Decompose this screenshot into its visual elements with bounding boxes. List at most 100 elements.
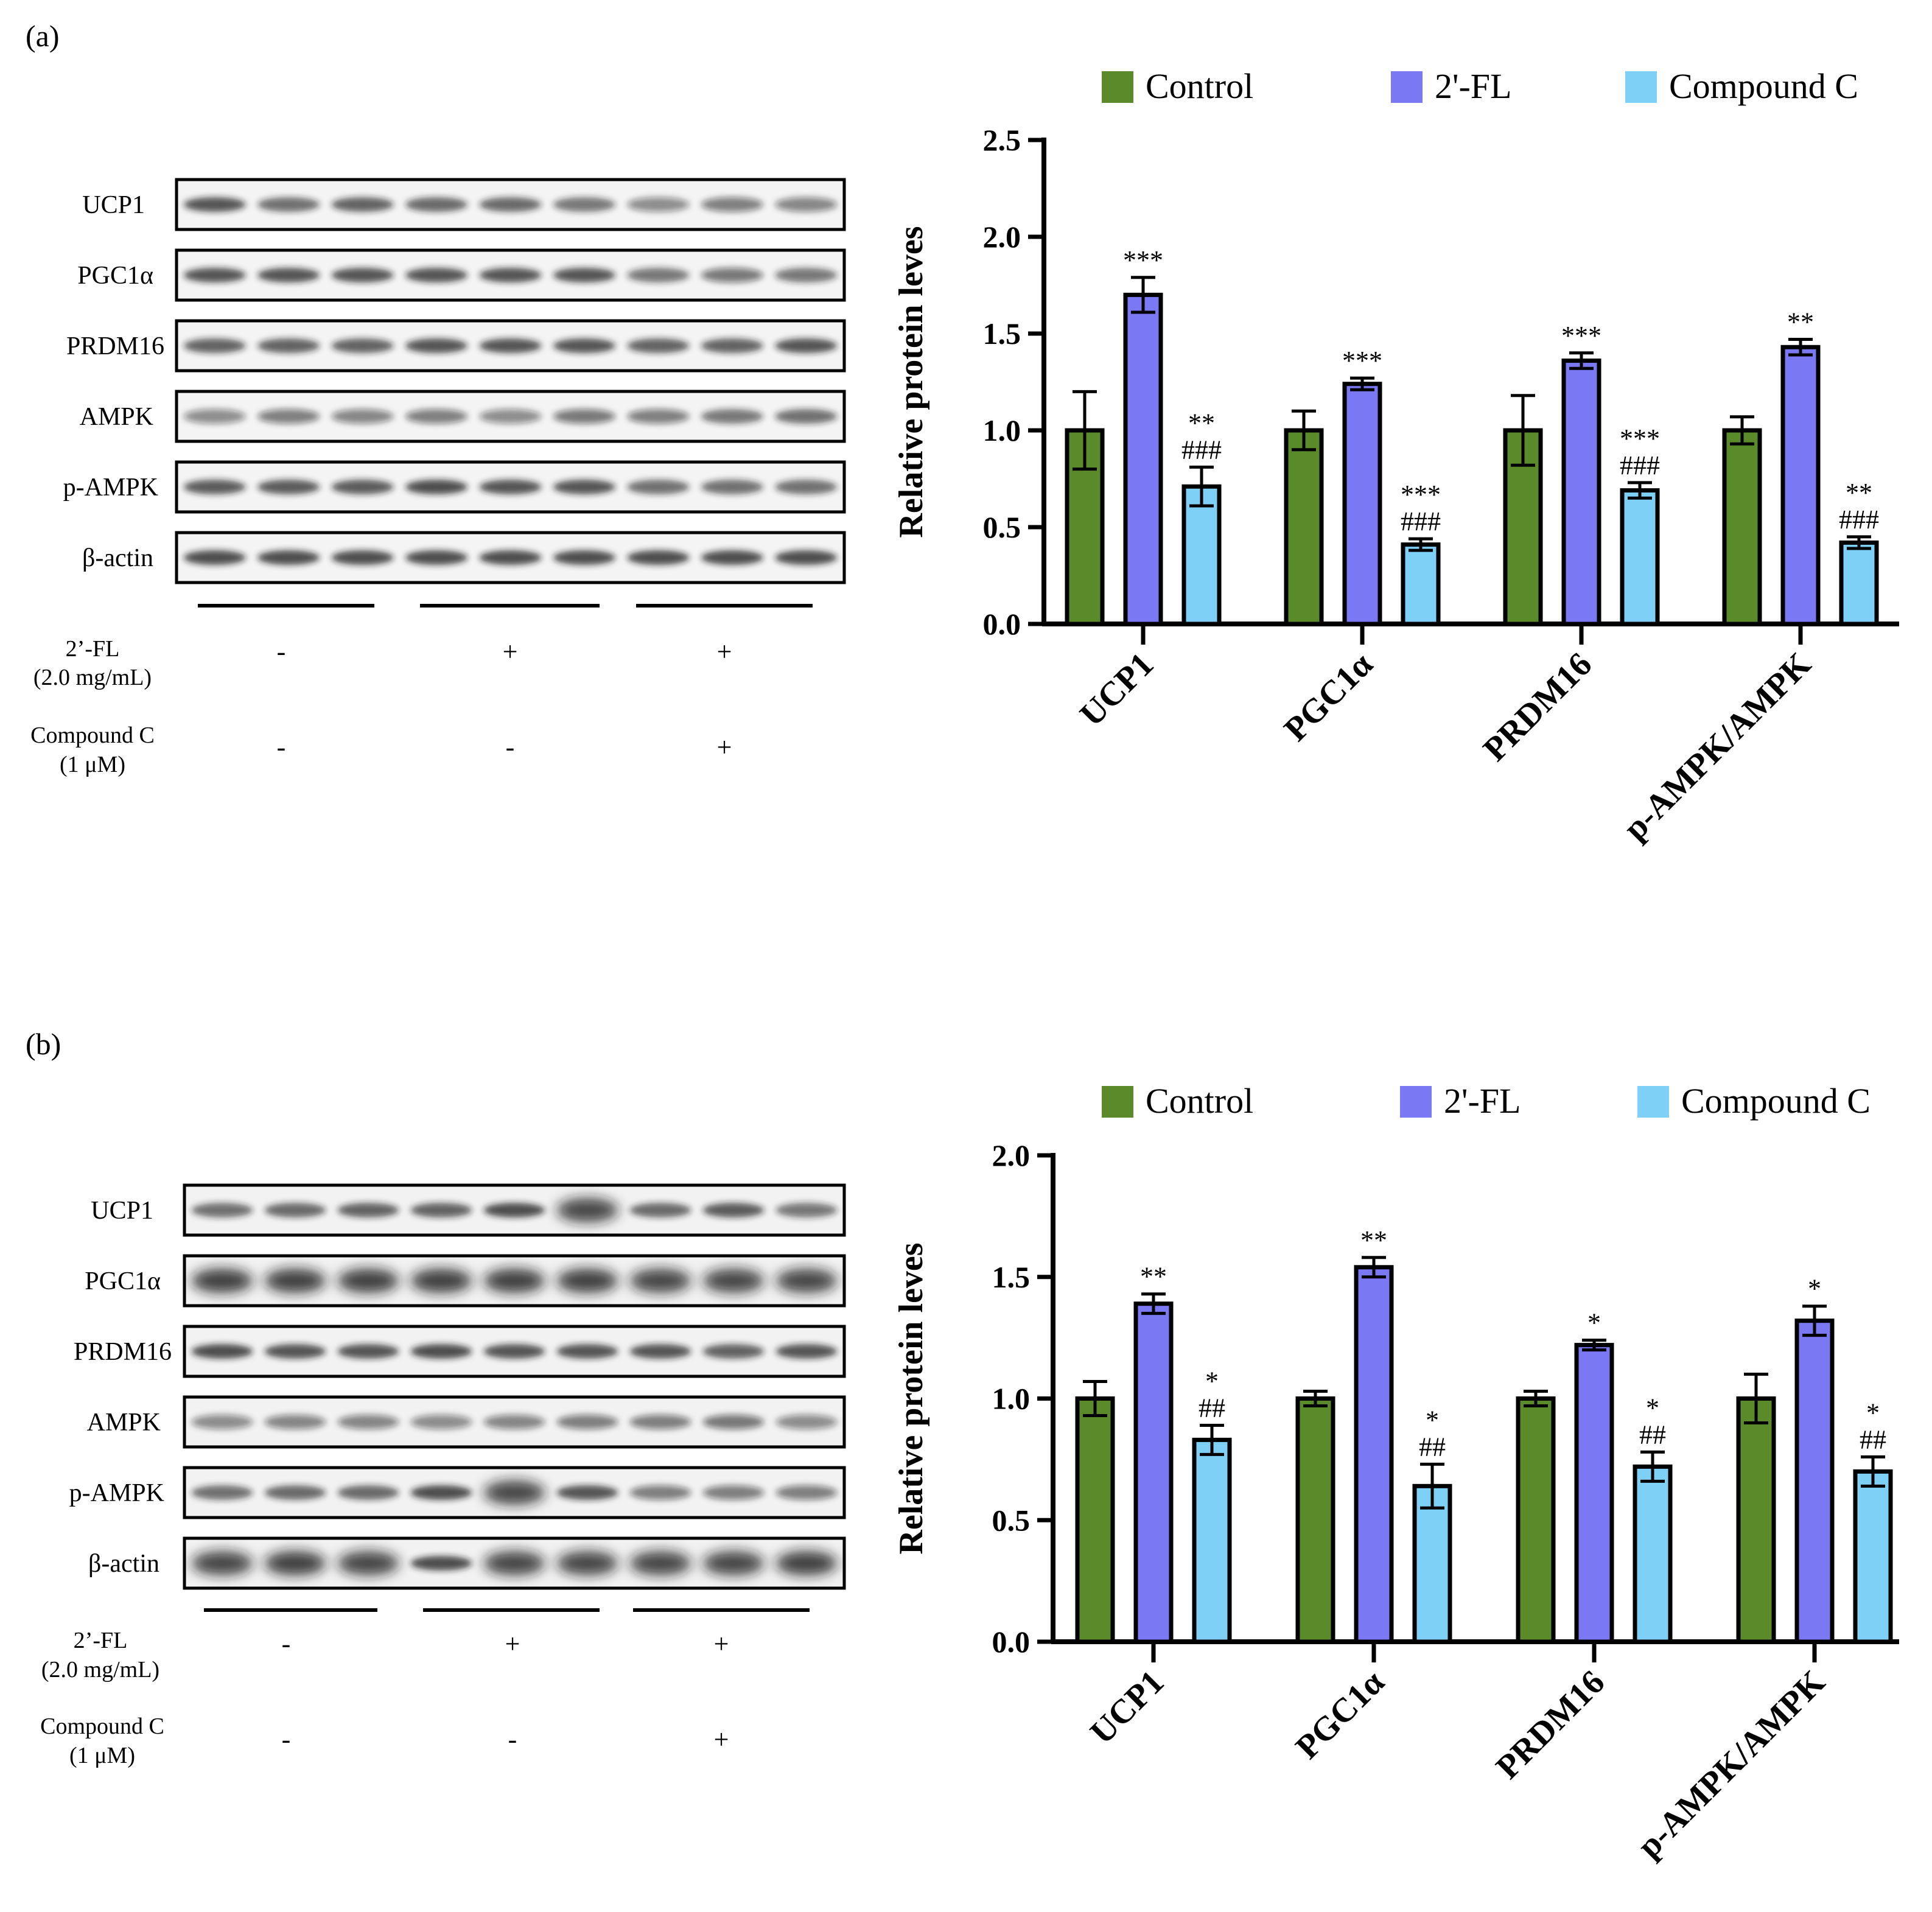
treatment-sign: + [503, 637, 518, 667]
bar [1295, 1396, 1335, 1644]
y-tick-label: 0.5 [992, 1503, 1031, 1537]
significance-label: ## [1419, 1432, 1446, 1462]
panel-a: (a) UCP1 PGC1α PRDM16 AMPK p-AMPK [26, 19, 1899, 847]
blot-band [553, 268, 615, 282]
blot-band [410, 1269, 472, 1293]
x-tick-label: UCP1 [1083, 1663, 1171, 1751]
treatment-sign: - [282, 1629, 291, 1659]
blot-band [775, 1415, 838, 1429]
blot-band [702, 1485, 765, 1500]
y-tick-label: 1.0 [983, 413, 1021, 447]
legend-entry: Control [1146, 66, 1253, 106]
blot-band [629, 1269, 691, 1293]
blot-band [553, 409, 615, 424]
blot-band [337, 1551, 399, 1575]
treatment-label: 2’-FL [74, 1628, 128, 1653]
blot-band [410, 1344, 472, 1359]
bar [1342, 382, 1382, 626]
bar-chart: Control 2'-FL Compound C 0.0 0.5 1.0 1.5 2.0 Rel… [892, 1081, 1899, 1865]
significance-label: * [1587, 1308, 1601, 1338]
row-label: p-AMPK [63, 474, 158, 502]
treatment-sign: + [717, 637, 732, 667]
blot-band [775, 1485, 838, 1500]
bar-chart: Control 2'-FL Compound C 0.0 0.5 1.0 1.5 2.0 2.5… [892, 66, 1899, 847]
blot-band [553, 480, 615, 494]
blot-band [556, 1269, 618, 1293]
treatment-sign: + [505, 1629, 520, 1659]
blot-band [701, 550, 763, 565]
blot-band [553, 550, 615, 565]
bar [1516, 1396, 1556, 1644]
blot-band [337, 1269, 399, 1293]
blot-band [629, 1551, 691, 1575]
blot-band [257, 409, 320, 424]
blot-band [331, 338, 394, 353]
y-tick-label: 0.0 [983, 607, 1021, 641]
treatment-sign: + [717, 732, 732, 762]
blot-band [775, 268, 838, 282]
bar [1401, 542, 1441, 626]
blot-band [405, 197, 468, 212]
significance-label: * [1808, 1274, 1821, 1304]
significance-label: ### [1401, 506, 1441, 536]
row-label: PGC1α [77, 262, 153, 290]
blot-band [479, 409, 542, 424]
row-label: AMPK [80, 403, 153, 431]
blot-band [257, 197, 320, 212]
blot-band [483, 1269, 545, 1293]
row-label: PRDM16 [74, 1338, 172, 1366]
legend-entry: Control [1146, 1081, 1253, 1121]
blot-band [483, 1551, 545, 1575]
x-tick-label: p-AMPK/AMPK [1616, 645, 1818, 847]
significance-label: ## [1199, 1393, 1225, 1423]
significance-label: * [1205, 1366, 1219, 1396]
blot-band [629, 1203, 691, 1217]
western-blot: UCP1 PGC1α PRDM16 AMPK p-AMPK β-actin [40, 1183, 846, 1768]
blot-band [331, 409, 394, 424]
treatment-dose: (1 μM) [60, 752, 125, 777]
blot-band [264, 1203, 326, 1217]
blot-band [627, 338, 690, 353]
significance-label: *** [1620, 424, 1660, 453]
blot-band [483, 1415, 545, 1429]
blot-band [627, 197, 690, 212]
blot-band [479, 197, 542, 212]
blot-band [264, 1269, 326, 1293]
legend-swatch [1637, 1086, 1669, 1118]
treatment-label: Compound C [30, 723, 155, 748]
treatment-sign: + [714, 1629, 729, 1659]
y-tick-label: 2.5 [983, 123, 1021, 157]
bar [1181, 484, 1222, 626]
row-label: PRDM16 [66, 332, 164, 360]
significance-label: ** [1188, 408, 1215, 438]
blot-band [479, 550, 542, 565]
legend-entry: 2'-FL [1444, 1081, 1521, 1121]
bar [1620, 488, 1660, 626]
panel-label: (b) [26, 1027, 61, 1061]
bar [1561, 359, 1601, 626]
significance-label: * [1426, 1405, 1439, 1435]
blot-band [337, 1203, 399, 1217]
bar [1123, 292, 1163, 626]
bar [1853, 1469, 1893, 1644]
row-label: PGC1α [85, 1267, 161, 1295]
panel-b: (b) UCP1 PGC1α PRDM16 AMPK p-AMPK [26, 1027, 1899, 1865]
blot-band [775, 338, 838, 353]
bar [1633, 1464, 1673, 1644]
blot-band [257, 550, 320, 565]
blot-band [553, 197, 615, 212]
blot-band [405, 409, 468, 424]
bar [1075, 1396, 1115, 1644]
significance-label: ** [1140, 1262, 1167, 1292]
bar [1780, 345, 1821, 626]
y-tick-label: 0.0 [992, 1625, 1031, 1659]
x-tick-label: PRDM16 [1489, 1663, 1612, 1786]
blot-band [331, 480, 394, 494]
row-label: β-actin [88, 1550, 159, 1578]
blot-band [410, 1203, 472, 1217]
blot-band [629, 1415, 691, 1429]
blot-band [775, 550, 838, 565]
blot-band [775, 480, 838, 494]
blot-band [257, 480, 320, 494]
